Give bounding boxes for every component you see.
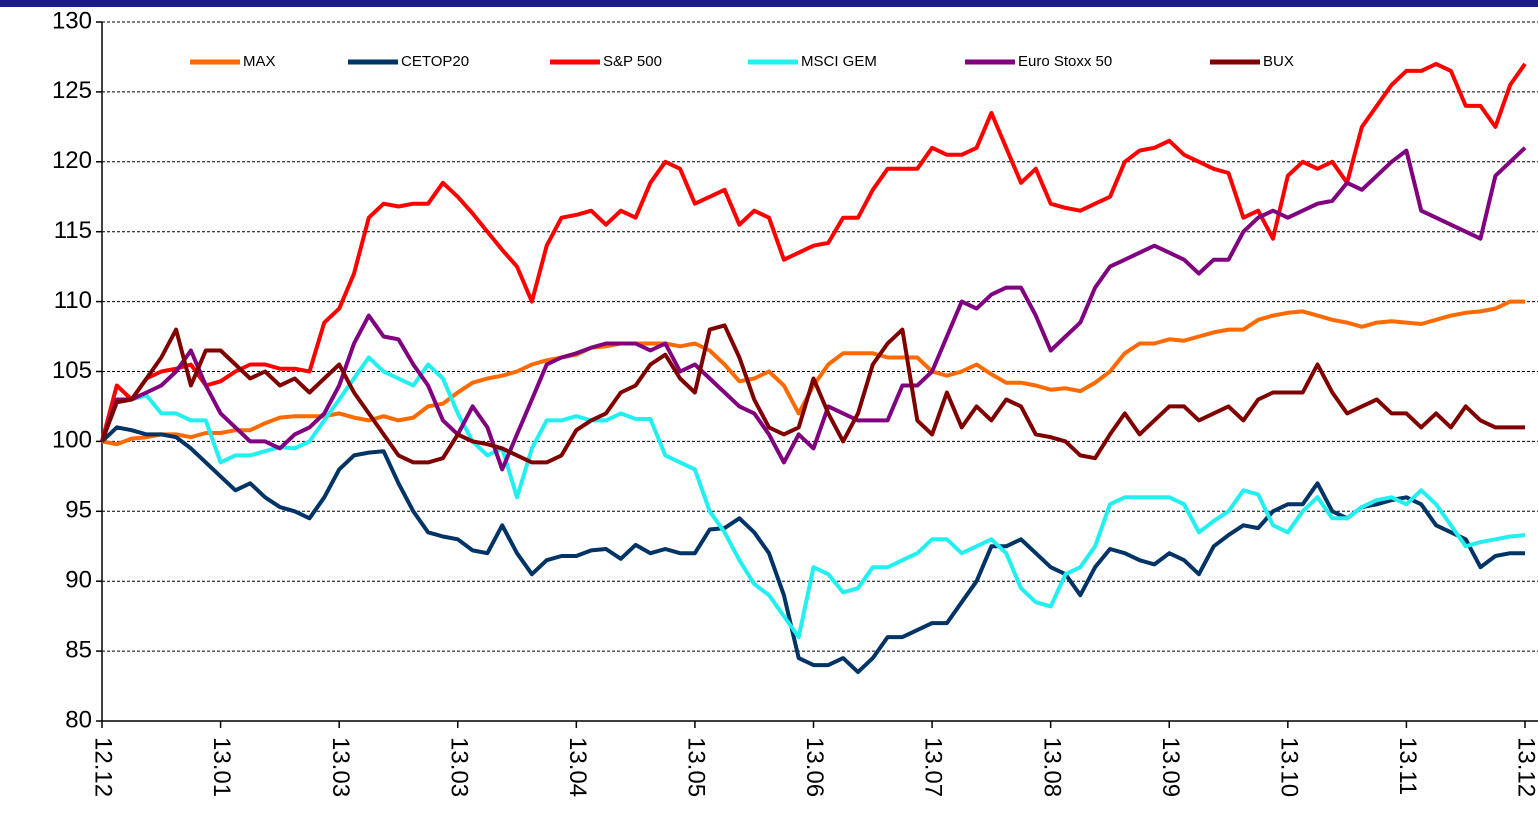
x-tick-label: 13.07 <box>920 737 947 797</box>
series-line <box>100 61 1527 442</box>
y-tick-label: 130 <box>52 7 92 34</box>
x-tick-label: 13.09 <box>1157 737 1184 797</box>
y-tick-label: 120 <box>52 147 92 174</box>
x-tick-label: 13.06 <box>801 737 828 797</box>
y-tick-label: 100 <box>52 427 92 454</box>
series-line <box>100 355 1526 640</box>
x-tick-label: 13.03 <box>445 737 472 797</box>
y-tick-label: 110 <box>54 287 92 314</box>
x-tick-label: 13.08 <box>1038 737 1065 797</box>
y-tick-label: 85 <box>65 636 92 663</box>
y-tick-label: 115 <box>54 217 92 244</box>
x-tick-label: 13.01 <box>208 737 235 797</box>
series-line <box>100 146 1527 472</box>
top-band <box>0 0 1538 7</box>
y-tick-label: 125 <box>52 77 92 104</box>
x-tick-label: 13.04 <box>564 737 591 797</box>
series-line <box>100 323 1525 465</box>
legend-label: BUX <box>1263 53 1294 70</box>
x-tick-label: 13.03 <box>327 737 354 797</box>
y-tick-label: 80 <box>65 706 92 733</box>
y-tick-label: 90 <box>65 567 92 594</box>
legend-label: CETOP20 <box>401 53 469 70</box>
x-tick-label: 13.05 <box>683 737 710 797</box>
legend-label: MSCI GEM <box>801 53 877 70</box>
series-line <box>101 299 1525 447</box>
legend-label: Euro Stoxx 50 <box>1018 53 1112 70</box>
series-line <box>100 425 1525 675</box>
legend-label: S&P 500 <box>603 53 662 70</box>
y-tick-label: 95 <box>65 497 92 524</box>
y-tick-label: 105 <box>52 357 92 384</box>
x-tick-label: 13.11 <box>1394 737 1421 795</box>
legend-label: MAX <box>243 53 276 70</box>
x-tick-label: 12.12 <box>90 737 117 797</box>
x-tick-label: 13.10 <box>1275 737 1302 797</box>
x-tick-label: 13.12 <box>1513 737 1538 797</box>
